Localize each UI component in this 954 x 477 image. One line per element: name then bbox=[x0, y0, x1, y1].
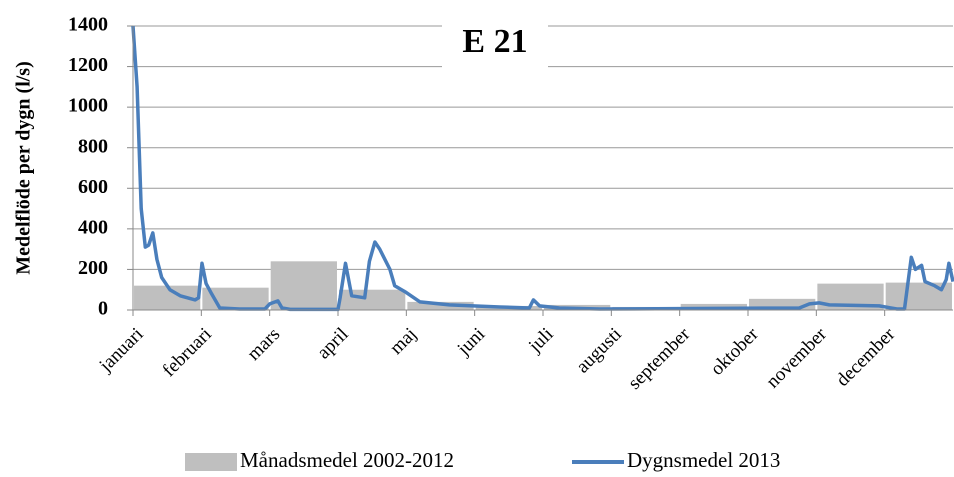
chart-title: E 21 bbox=[462, 23, 527, 60]
x-tick-label: september bbox=[624, 323, 695, 394]
bar bbox=[270, 261, 337, 310]
plot-area: 0 200 400 600 800 1000 1200 1400 januari februari… bbox=[68, 14, 954, 472]
bar bbox=[202, 287, 269, 310]
x-tick-label: oktober bbox=[707, 323, 763, 379]
bar bbox=[749, 298, 816, 310]
line bbox=[131, 25, 954, 312]
x-tick-label: april bbox=[313, 324, 352, 363]
y-tick-label: 600 bbox=[78, 176, 108, 198]
y-tick-label: 800 bbox=[78, 135, 108, 157]
x-tick-label: januari bbox=[95, 324, 148, 377]
x-tick-label: juli bbox=[524, 324, 557, 357]
title-box bbox=[442, 20, 548, 68]
bar bbox=[407, 301, 474, 310]
y-tick-label: 1000 bbox=[68, 95, 108, 117]
y-axis-label: Medelflöde per dygn (l/s) bbox=[13, 61, 35, 275]
y-tick-label: 1200 bbox=[68, 54, 108, 76]
x-tick-label: maj bbox=[386, 324, 421, 359]
y-tick-label: 0 bbox=[98, 298, 108, 320]
x-tick-label: mars bbox=[243, 324, 284, 365]
x-tick-label: december bbox=[832, 323, 900, 391]
y-tick-label: 200 bbox=[78, 257, 108, 279]
y-tick-label: 1400 bbox=[68, 14, 108, 36]
legend-label: Månadsmedel 2002-2012 bbox=[240, 448, 454, 472]
x-tick-label: februari bbox=[159, 324, 216, 381]
legend-swatch bbox=[185, 453, 237, 471]
bar bbox=[339, 289, 406, 310]
legend-label: Dygnsmedel 2013 bbox=[627, 448, 780, 472]
x-tick-label: november bbox=[762, 323, 831, 392]
x-tick-label: augusti bbox=[572, 324, 626, 378]
y-tick-label: 400 bbox=[78, 216, 108, 238]
x-tick-label: juni bbox=[453, 324, 489, 360]
